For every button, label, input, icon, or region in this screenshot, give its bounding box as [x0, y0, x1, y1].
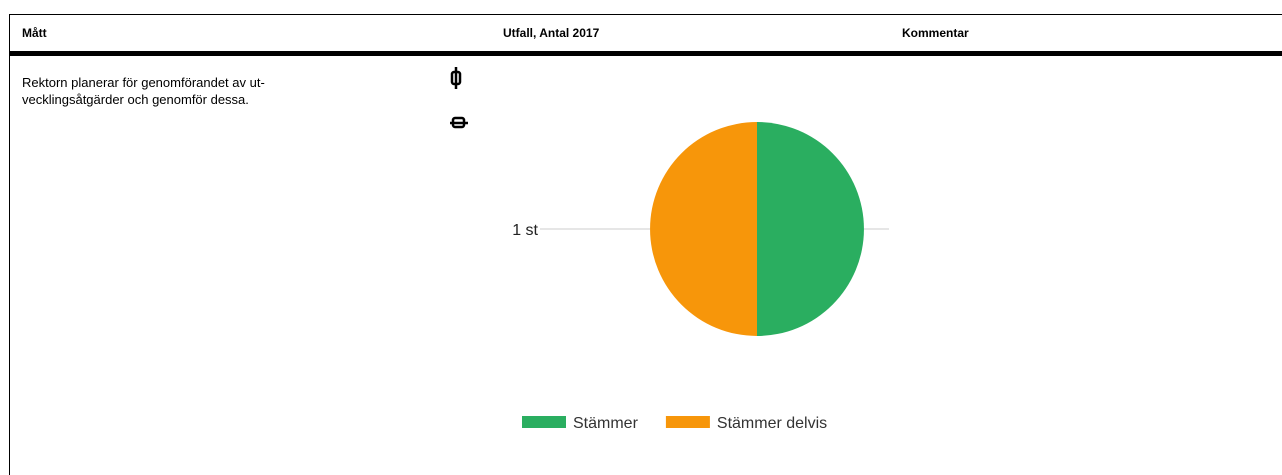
table: Mått Utfall, Antal 2017 Kommentar Rektor…: [9, 14, 1282, 475]
header-cell: Utfall, Antal 2017: [503, 26, 600, 40]
legend-swatch: [665, 416, 710, 428]
icon: [450, 116, 468, 129]
icon: [450, 67, 462, 89]
header-cell: Mått: [22, 26, 47, 40]
pie-slice: [757, 122, 864, 336]
legend-label: Stämmer delvis: [717, 415, 827, 432]
header-cell: Kommentar: [902, 26, 969, 40]
legend-label: Stämmer: [573, 415, 639, 432]
header-row: Mått Utfall, Antal 2017 Kommentar: [10, 15, 1282, 56]
measure-text: Rektorn planerar för genomförandet av ut…: [22, 75, 265, 107]
data-label: 1 st: [512, 222, 538, 239]
pie-slice: [650, 122, 757, 336]
row-icons: [450, 67, 468, 129]
page: {"table": {"headers": ["Mått", "Utfall, …: [9, 14, 1282, 475]
legend-swatch: [522, 416, 566, 428]
